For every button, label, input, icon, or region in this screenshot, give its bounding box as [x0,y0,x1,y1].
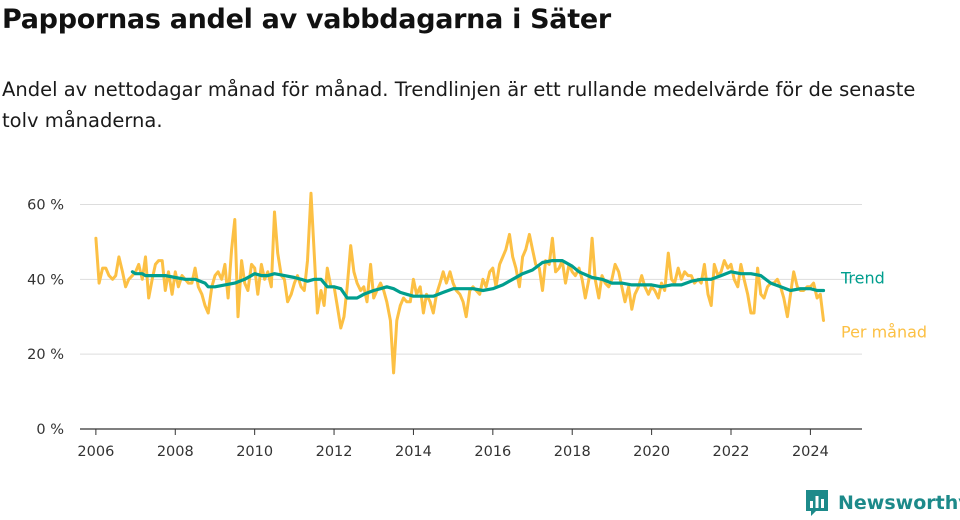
y-tick-label: 40 % [27,272,64,288]
y-tick-label: 60 % [27,197,64,213]
brand-name: Newsworthy [838,492,960,514]
x-tick-label: 2018 [554,444,591,460]
line-chart: 0 % 20 % 40 % 60 % 2006 2008 2010 2012 2014 2016 2… [27,191,927,460]
x-tick-label: 2006 [77,444,114,460]
x-tick-label: 2014 [395,444,432,460]
x-tick-label: 2022 [713,444,750,460]
series-label-per-manad: Per månad [841,322,927,341]
y-tick-label: 0 % [36,422,64,438]
x-tick-label: 2024 [792,444,829,460]
chart-title: Pappornas andel av vabbdagarna i Säter [2,4,611,35]
x-tick-label: 2020 [633,444,670,460]
y-tick-label: 20 % [27,347,64,363]
series-line-per-manad [94,191,825,375]
chart-subtitle: Andel av nettodagar månad för månad. Tre… [2,78,916,132]
series-label-trend: Trend [840,269,885,288]
x-tick-label: 2008 [157,444,194,460]
x-tick-label: 2012 [316,444,353,460]
x-tick-label: 2010 [236,444,273,460]
newsworthy-logo[interactable]: Newsworthy [804,488,960,518]
x-tick-label: 2016 [474,444,511,460]
series-line-trend [130,259,826,300]
bar-chart-speech-bubble-icon [806,490,828,516]
